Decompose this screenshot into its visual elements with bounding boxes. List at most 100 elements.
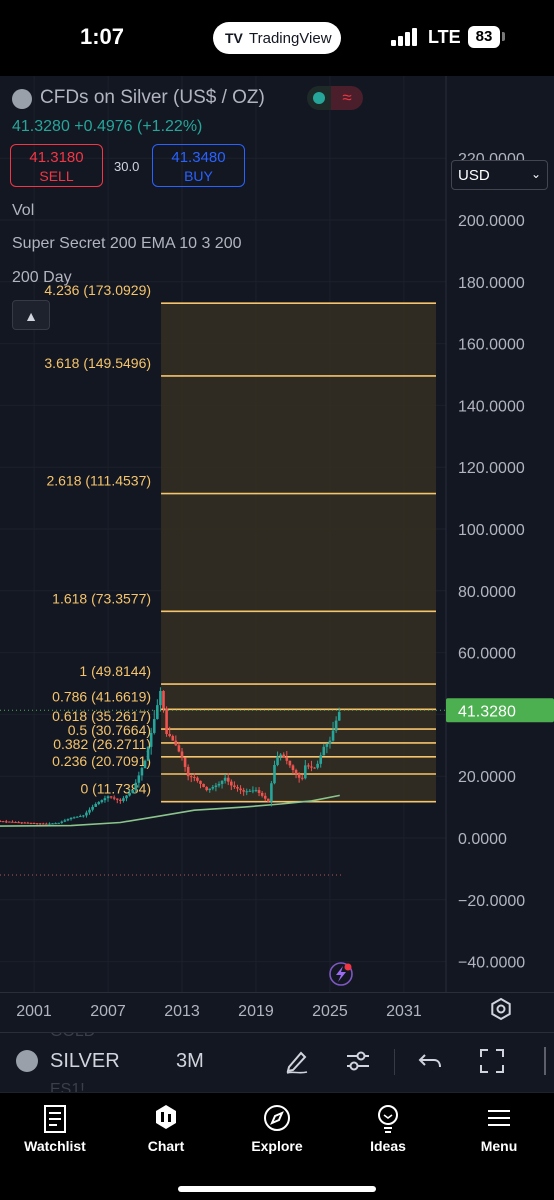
candle-body [199,780,202,784]
undo-icon[interactable] [416,1047,444,1075]
tab-ideas[interactable]: Ideas [333,1093,443,1163]
price-axis-label: 160.0000 [458,337,525,354]
candle-body [180,751,184,758]
fib-level-label: 1 (49.8144) [79,663,151,679]
symbol-button[interactable]: SILVER [50,1050,120,1072]
candle-body [205,787,208,791]
fib-level-label: 2.618 (111.4537) [46,473,151,489]
toolbar-divider [394,1049,395,1075]
battery-tip [502,32,505,41]
app-pill-label: TradingView [249,30,332,47]
candle-body [54,823,57,825]
app-pill[interactable]: TV TradingView [213,22,341,54]
sell-button[interactable]: 41.3180 SELL [10,144,103,187]
interval-button[interactable]: 3M [176,1050,204,1072]
market-open-icon[interactable] [307,86,331,110]
notification-dot [344,963,352,971]
fib-level-label: 0.618 (35.2617) [52,708,151,724]
candle-body [17,822,20,824]
tab-chart[interactable]: Chart [111,1093,221,1163]
price-chart[interactable]: 4.236 (173.0929) 3.618 (149.5496) 2.618 (1… [0,76,554,992]
candle-body [156,705,159,720]
candle-body [11,821,14,823]
silver-logo-icon [12,89,32,109]
candle-body [245,791,249,793]
fib-level-label: 0.236 (20.7091) [52,753,151,769]
candle-body [57,822,60,824]
chart-toolbar: GOLD ES1! SILVER 3M [0,1032,554,1092]
candle-body [128,792,131,796]
tab-menu-label: Menu [480,1138,518,1154]
candle-body [294,770,298,774]
indicators-icon[interactable] [344,1047,372,1075]
candle-body [322,746,326,756]
indicator-vol[interactable]: Vol [12,202,35,219]
price-change: 41.3280 +0.4976 (+1.22%) [12,118,203,135]
candle-body [211,787,215,789]
tab-explore[interactable]: Explore [222,1093,332,1163]
delayed-data-icon[interactable]: ≈ [331,86,363,110]
fib-level-label: 0.382 (26.2711) [53,736,151,752]
chevron-up-icon[interactable]: ▲ [12,300,50,330]
candle-body [78,816,82,818]
candle-body [288,760,292,766]
candle-body [131,790,134,793]
chart-area[interactable]: 4.236 (173.0929) 3.618 (149.5496) 2.618 (1… [0,76,554,1049]
time-axis-label: 2007 [90,1003,126,1020]
candle-body [134,782,138,791]
candle-body [276,756,279,765]
tab-ideas-label: Ideas [370,1138,406,1154]
last-price-badge [446,698,554,723]
candle-body [0,821,2,823]
tab-chart-label: Chart [147,1138,185,1154]
time-axis[interactable]: 2001 2007 2013 2019 2025 2031 [0,992,554,1032]
tab-menu[interactable]: Menu [444,1093,554,1163]
fib-level-label: 0.786 (41.6619) [52,688,151,704]
candle-body [152,719,156,733]
candle-body [60,821,64,823]
tab-watchlist[interactable]: Watchlist [0,1093,110,1163]
price-axis-label: 80.0000 [458,584,516,601]
candle-body [4,821,8,823]
network-label: LTE [428,27,461,47]
candle-body [254,790,258,792]
home-indicator [178,1186,376,1192]
candle-body [168,734,171,737]
time-axis-labels: 2001 2007 2013 2019 2025 2031 [16,1003,422,1020]
symbol-title[interactable]: CFDs on Silver (US$ / OZ) [40,87,265,108]
candle-body [337,712,341,721]
candle-body [300,777,304,779]
fullscreen-icon[interactable] [478,1047,506,1075]
indicator-ema[interactable]: Super Secret 200 EMA 10 3 200 [12,235,242,252]
buy-button[interactable]: 41.3480 BUY [152,144,245,187]
candle-body [48,823,51,825]
candle-body [159,690,162,706]
chart-settings-icon[interactable] [488,996,514,1022]
candle-body [304,765,307,779]
candle-body [223,777,227,781]
toolbar-overflow-icon[interactable] [544,1047,554,1075]
indicator-200-day[interactable]: 200 Day [12,269,72,286]
draw-pen-icon[interactable] [283,1047,311,1075]
price-axis-label: −20.0000 [458,893,525,910]
price-axis-label: 180.0000 [458,275,525,292]
candle-body [230,781,233,786]
candle-body [331,730,335,741]
compass-icon [264,1105,290,1131]
candle-body [267,798,270,802]
candle-body [251,790,255,792]
currency-select[interactable]: USD ⌄ [451,160,548,190]
fib-extension-fill [161,303,436,802]
tab-explore-label: Explore [251,1138,303,1154]
candle-body [82,815,85,817]
currency-value: USD [458,167,490,184]
candle-body [263,795,267,799]
candle-body [41,823,45,825]
candle-body [115,798,119,800]
candle-body [214,785,218,788]
candle-body [226,777,230,782]
candle-body [183,757,187,767]
candle-body [297,773,301,778]
price-axis-label: 100.0000 [458,522,525,539]
candle-body [23,822,27,824]
